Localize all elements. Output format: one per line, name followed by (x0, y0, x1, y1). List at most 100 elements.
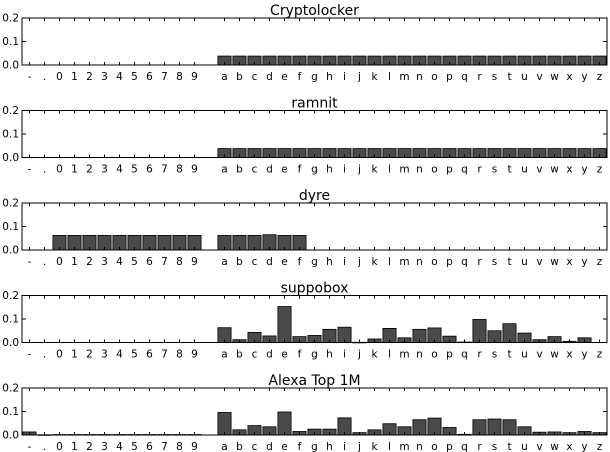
x-category-label: a (221, 441, 227, 452)
x-category-label: 1 (71, 349, 78, 361)
y-tick-label: 0.2 (2, 290, 19, 302)
x-category-label: 2 (86, 349, 93, 361)
x-category-label: l (388, 164, 391, 176)
x-category-label: t (507, 441, 511, 452)
x-category-label: i (343, 441, 346, 452)
x-category-label: k (371, 441, 378, 452)
x-category-label: 4 (116, 71, 123, 83)
x-category-label: p (446, 256, 453, 268)
panel-title: Alexa Top 1M (268, 373, 360, 389)
x-category-label: - (28, 349, 32, 361)
x-category-label: o (431, 441, 437, 452)
x-category-label: t (507, 71, 511, 83)
x-category-label: 5 (131, 349, 138, 361)
x-category-label: - (28, 164, 32, 176)
x-category-label: f (298, 164, 302, 176)
x-category-label: a (221, 71, 227, 83)
chart-panel-2: dyre 0.0 0.1 0.2 -. 0 1 2 3 4 5 6 7 8 9 a b c d e f g h i j k l m n o… (2, 188, 608, 268)
x-category-label: d (266, 71, 273, 83)
x-category-label: 2 (86, 441, 93, 452)
x-category-label: u (521, 256, 528, 268)
x-category-label: h (326, 164, 333, 176)
x-category-label: 3 (101, 441, 108, 452)
y-tick-label: 0.0 (2, 337, 19, 349)
x-category-label: h (326, 71, 333, 83)
x-category-label: 1 (71, 164, 78, 176)
x-category-label: 3 (101, 71, 108, 83)
x-category-label: 9 (191, 164, 198, 176)
x-category-label: 7 (161, 349, 168, 361)
x-category-label: 5 (131, 441, 138, 452)
x-category-label: . (43, 349, 46, 361)
bar-e (277, 411, 292, 436)
x-category-label: e (281, 441, 287, 452)
x-category-label: e (281, 349, 287, 361)
x-category-label: n (416, 441, 423, 452)
x-category-label: p (446, 71, 453, 83)
x-category-label: h (326, 441, 333, 452)
x-category-label: r (477, 164, 482, 176)
x-category-label: p (446, 441, 453, 452)
x-category-label: w (550, 256, 559, 268)
x-category-label: z (597, 349, 603, 361)
x-category-label: s (492, 441, 497, 452)
x-category-label: y (581, 349, 587, 361)
y-tick-label: 0.1 (2, 36, 19, 48)
x-category-label: f (298, 349, 302, 361)
x-category-label: v (536, 71, 542, 83)
panel-title: dyre (299, 188, 330, 204)
x-category-label: - (28, 71, 32, 83)
x-category-label: r (477, 256, 482, 268)
x-category-label: e (281, 164, 287, 176)
x-category-label: u (521, 349, 528, 361)
x-category-label: 9 (191, 256, 198, 268)
x-category-label: j (357, 164, 361, 176)
y-tick-label: 0.1 (2, 129, 19, 141)
x-category-label: 8 (176, 256, 183, 268)
x-category-label: f (298, 256, 302, 268)
x-category-label: 9 (191, 349, 198, 361)
panel-title: suppobox (281, 281, 349, 297)
x-category-label: 8 (176, 349, 183, 361)
y-tick-label: 0.1 (2, 314, 19, 326)
x-category-label: q (461, 164, 468, 176)
x-category-label: k (371, 164, 378, 176)
x-category-label: z (597, 71, 603, 83)
x-category-label: x (566, 71, 572, 83)
x-category-label: m (399, 349, 409, 361)
x-category-label: 4 (116, 164, 123, 176)
x-category-label: c (252, 349, 258, 361)
x-category-label: v (536, 349, 542, 361)
x-category-label: v (536, 164, 542, 176)
x-category-label: o (431, 164, 437, 176)
x-category-label: x (566, 256, 572, 268)
x-category-label: b (236, 164, 243, 176)
x-category-label: b (236, 349, 243, 361)
x-category-label: f (298, 441, 302, 452)
x-category-label: y (581, 441, 587, 452)
x-category-label: y (581, 256, 587, 268)
x-category-label: b (236, 441, 243, 452)
chart-panel-3: suppobox 0.0 0.1 0.2 -. 0 1 2 3 4 5 6 7 8 9 a b c d e f g h i j k… (2, 281, 608, 361)
x-category-label: m (399, 441, 409, 452)
x-category-label: m (399, 71, 409, 83)
x-category-label: g (311, 71, 318, 83)
x-category-label: d (266, 349, 273, 361)
x-category-label: q (461, 349, 468, 361)
x-category-label: 3 (101, 349, 108, 361)
y-tick-label: 0.0 (2, 245, 19, 257)
x-category-label: n (416, 71, 423, 83)
y-tick-label: 0.2 (2, 105, 19, 117)
x-category-label: h (326, 256, 333, 268)
x-category-label: 4 (116, 256, 123, 268)
x-category-label: 0 (56, 256, 63, 268)
x-category-label: t (507, 164, 511, 176)
x-category-label: c (252, 441, 258, 452)
x-category-label: 6 (146, 349, 153, 361)
x-category-label: v (536, 441, 542, 452)
x-category-label: n (416, 349, 423, 361)
x-category-label: u (521, 164, 528, 176)
x-category-label: r (477, 349, 482, 361)
x-category-label: j (357, 256, 361, 268)
